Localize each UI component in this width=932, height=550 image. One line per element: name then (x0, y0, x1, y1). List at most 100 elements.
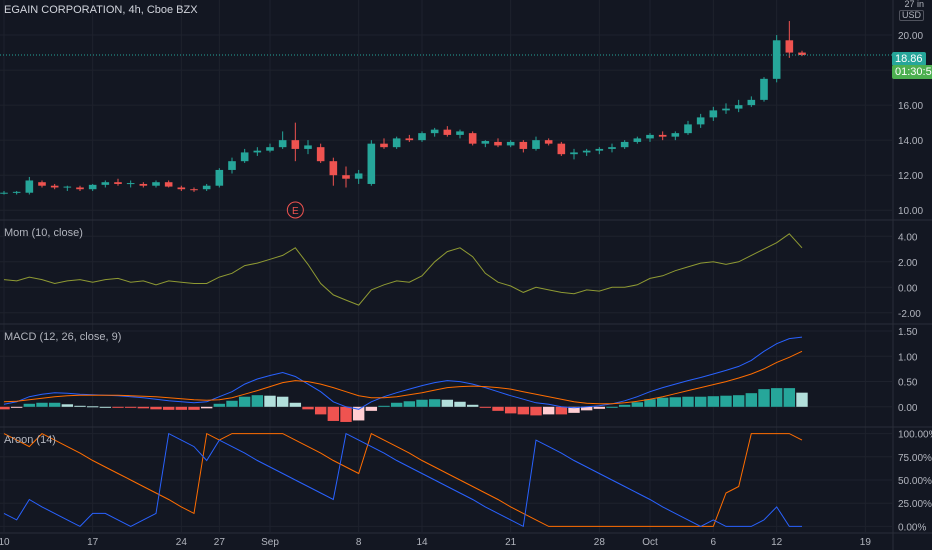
macd-histogram-bar (352, 406, 365, 421)
x-tick-label: 27 (214, 537, 226, 548)
candle-body (544, 140, 553, 144)
candle-body (620, 141, 629, 148)
macd-histogram-bar (238, 396, 251, 407)
macd-histogram-bar (466, 404, 479, 407)
x-tick-label: Sep (261, 537, 279, 548)
candle-body (418, 133, 426, 141)
candle-body (164, 182, 173, 187)
candle-body (190, 189, 198, 191)
candle-body (367, 143, 376, 184)
candle-body (722, 108, 730, 111)
candle-body (633, 138, 642, 142)
countdown-tag: 01:30:52 (892, 65, 932, 79)
candle-body (696, 117, 705, 125)
scale-top-value: 27 in (904, 0, 924, 9)
candle-body (12, 191, 21, 193)
macd-histogram-bar (517, 406, 530, 415)
candle-body (50, 185, 59, 188)
candle-body (101, 182, 110, 185)
candle-body (25, 180, 34, 193)
y-tick-label: 0.00 (898, 283, 918, 294)
macd-histogram-bar (441, 399, 454, 407)
candle-body (595, 148, 604, 151)
y-tick-label: 20.00 (898, 31, 923, 42)
candle-body (253, 150, 262, 153)
candle-body (152, 182, 160, 186)
scale-corner: 27 in USD (898, 0, 924, 21)
macd-histogram-bar (289, 402, 302, 407)
aroon-panel-title: Aroon (14) (4, 434, 56, 446)
macd-histogram-bar (112, 406, 124, 408)
candle-body (709, 110, 718, 118)
candle-body (88, 184, 97, 190)
macd-histogram-bar (454, 401, 466, 407)
y-tick-label: 100.00% (898, 430, 932, 441)
y-tick-label: 1.50 (898, 327, 918, 338)
candle-body (63, 186, 72, 188)
candle-body (494, 141, 502, 146)
candle-body (266, 147, 274, 151)
macd-histogram-bar (390, 402, 403, 407)
macd-histogram-bar (720, 395, 732, 407)
x-tick-label: 6 (711, 537, 717, 548)
y-tick-label: 10.00 (898, 206, 923, 217)
earnings-marker-label: E (292, 206, 299, 217)
candle-body (481, 141, 490, 144)
macd-histogram-bar (48, 402, 61, 407)
macd-histogram-bar (226, 400, 238, 407)
candle-body (329, 161, 338, 176)
chart-title: EGAIN CORPORATION, 4h, Cboe BZX (4, 4, 198, 16)
last-price-tag: 18.86 (892, 52, 926, 66)
macd-histogram-bar (745, 393, 758, 407)
x-tick-label: 19 (860, 537, 872, 548)
macd-histogram-bar (568, 406, 580, 413)
x-tick-label: 8 (356, 537, 362, 548)
candle-body (608, 147, 616, 149)
candle-body (291, 140, 300, 149)
macd-histogram-bar (162, 406, 175, 410)
candle-body (76, 187, 84, 190)
candle-body (798, 52, 806, 56)
y-tick-label: 16.00 (898, 101, 923, 112)
candle-body (228, 161, 236, 170)
macd-histogram-bar (593, 406, 606, 409)
macd-panel-title: MACD (12, 26, close, 9) (4, 331, 122, 343)
candle-body (772, 40, 781, 79)
y-tick-label: 50.00% (898, 476, 932, 487)
macd-histogram-bar (618, 404, 631, 407)
y-tick-label: 0.00 (898, 403, 918, 414)
aroon-up-line (3, 432, 803, 527)
x-tick-label: 28 (594, 537, 606, 548)
macd-histogram-bar (644, 399, 656, 407)
x-tick-label: Oct (642, 537, 658, 548)
macd-histogram-bar (504, 406, 517, 414)
macd-histogram-bar (707, 396, 720, 407)
candle-body (684, 124, 692, 134)
macd-histogram-bar (0, 406, 10, 410)
macd-histogram-bar (783, 388, 796, 407)
macd-histogram-bar (150, 406, 162, 410)
y-tick-label: 0.50 (898, 378, 918, 389)
macd-histogram-bar (124, 406, 137, 408)
macd-histogram-bar (758, 389, 770, 407)
macd-histogram-bar (200, 406, 213, 409)
candle-body (785, 40, 794, 53)
macd-histogram-bar (530, 406, 542, 416)
candle-body (468, 133, 477, 144)
macd-histogram-bar (365, 406, 378, 411)
candle-body (278, 140, 287, 148)
macd-histogram-bar (23, 403, 36, 407)
candle-body (304, 145, 312, 149)
macd-histogram-bar (669, 397, 682, 407)
currency-label[interactable]: USD (898, 10, 924, 21)
macd-histogram-bar (251, 395, 264, 407)
candle-body (646, 134, 654, 139)
macd-histogram-bar (428, 399, 441, 407)
candle-body (405, 138, 414, 141)
macd-histogram-bar (276, 396, 289, 407)
macd-histogram-bar (213, 403, 226, 407)
candle-body (215, 169, 224, 186)
candle-body (392, 138, 401, 148)
y-tick-label: 2.00 (898, 258, 918, 269)
